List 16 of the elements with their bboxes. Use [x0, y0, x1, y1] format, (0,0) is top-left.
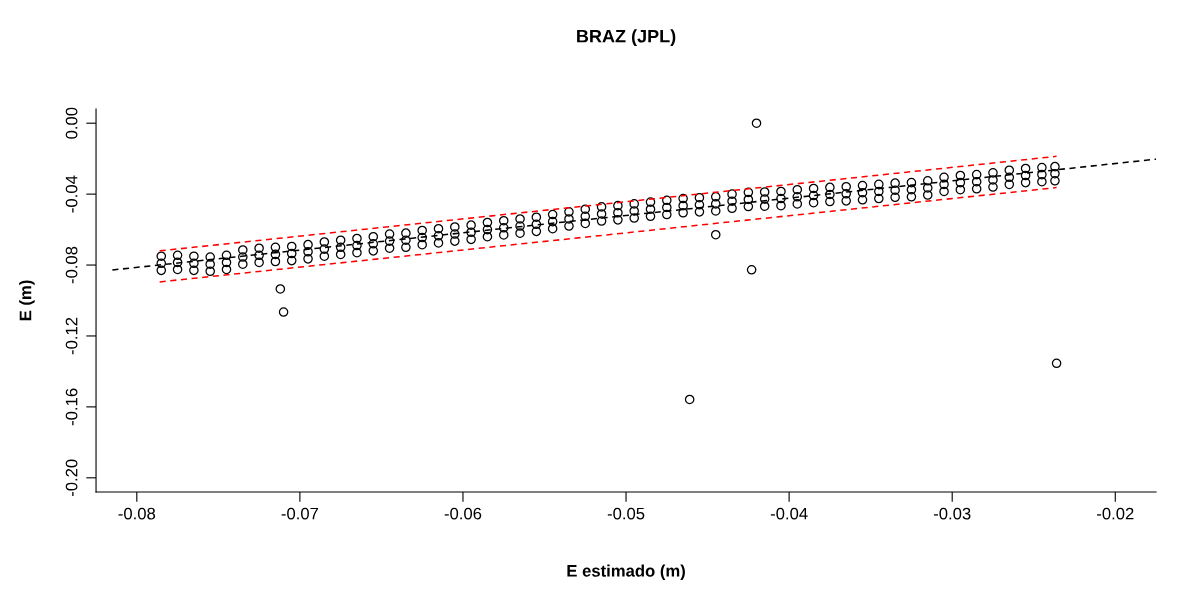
x-tick-label: -0.04	[770, 507, 808, 520]
y-tick-label: -0.20	[65, 459, 78, 497]
x-tick-label: -0.02	[1097, 507, 1134, 520]
x-tick-label: -0.03	[933, 507, 971, 520]
y-tick-label: -0.16	[65, 388, 78, 426]
x-tick-label: -0.07	[281, 507, 319, 520]
x-axis-title: E estimado (m)	[567, 564, 685, 581]
x-tick-label: -0.06	[444, 507, 482, 520]
y-tick-label: -0.04	[65, 175, 78, 213]
y-tick-label: -0.12	[65, 317, 78, 355]
y-axis-title: E (m)	[19, 280, 35, 321]
chart-title: BRAZ (JPL)	[577, 29, 676, 47]
y-tick-label: -0.08	[65, 246, 78, 284]
y-tick-label: 0.00	[65, 107, 78, 139]
x-tick-label: -0.05	[607, 507, 645, 520]
x-tick-label: -0.08	[118, 507, 156, 520]
